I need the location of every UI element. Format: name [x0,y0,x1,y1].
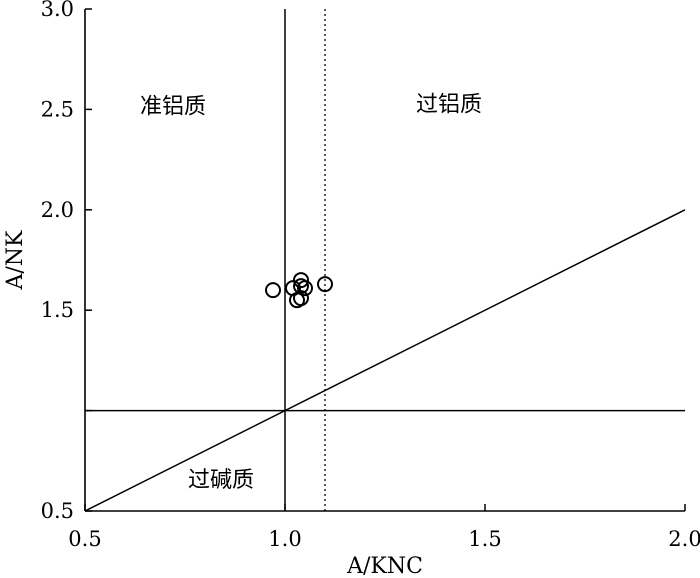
x-tick-label: 0.5 [68,527,101,551]
data-point [293,272,309,289]
axes [84,9,685,512]
data-point [265,282,281,299]
y-ticks: 0.5 1.5 2.0 2.5 3.0 [41,0,92,523]
x-tick-label: 1.5 [468,527,501,551]
region-label: 过碱质 [188,468,254,493]
y-tick-label: 1.5 [41,298,74,322]
x-axis-title: A/KNC [346,554,423,578]
y-tick-label: 3.0 [41,0,74,21]
reference-lines [84,9,686,512]
x-tick-label: 1.0 [268,527,301,551]
data-point [293,290,309,307]
y-axis-title: A/NK [3,230,28,291]
data-point [317,276,333,293]
reference-line-diagonal-3 [84,209,686,512]
y-tick-label: 0.5 [41,499,74,523]
x-tick-label: 2.0 [668,527,700,551]
data-point [297,280,313,297]
region-label: 过铝质 [416,92,482,117]
y-tick-label: 2.5 [41,97,74,121]
y-tick-label: 2.0 [41,198,74,222]
x-ticks: 0.5 1.0 1.5 2.0 [68,504,700,551]
data-points [265,272,333,309]
region-label: 准铝质 [140,94,206,119]
